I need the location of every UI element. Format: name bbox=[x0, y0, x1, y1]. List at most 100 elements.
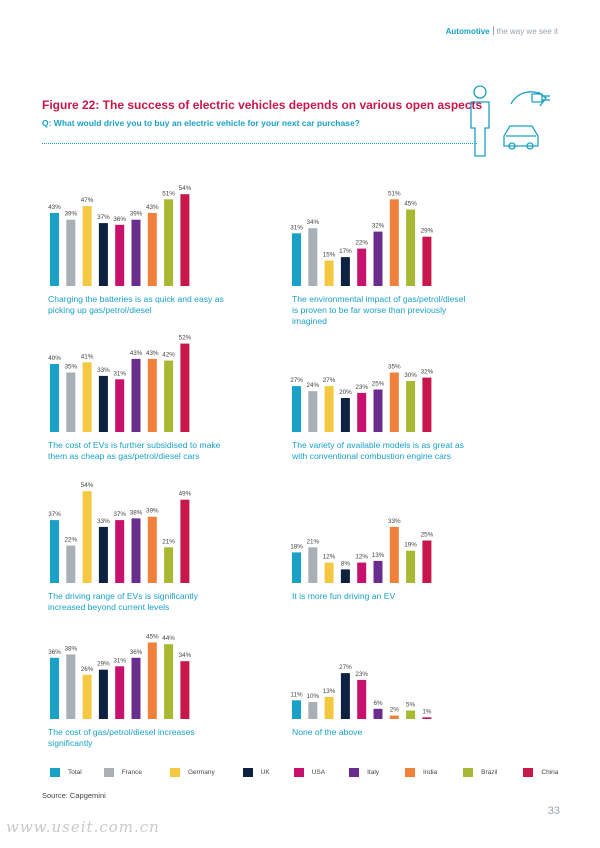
bar-uk bbox=[340, 569, 350, 583]
data-label: 13% bbox=[372, 552, 385, 559]
data-label: 1% bbox=[422, 708, 432, 715]
bar-germany bbox=[82, 362, 92, 432]
bar-italy bbox=[373, 708, 383, 719]
legend-item: Italy bbox=[349, 768, 379, 777]
data-label: 43% bbox=[146, 350, 159, 357]
data-label: 49% bbox=[179, 491, 192, 498]
legend-swatch bbox=[103, 768, 114, 777]
data-label: 6% bbox=[373, 700, 383, 707]
data-label: 12% bbox=[355, 554, 368, 561]
bar-italy bbox=[131, 219, 141, 286]
data-label: 34% bbox=[179, 652, 192, 659]
bar-chart: 11% 10% 13% 27%23% 6% 2% 5% 1% bbox=[290, 664, 432, 719]
bar-italy bbox=[373, 389, 383, 432]
bar-china bbox=[180, 499, 190, 583]
data-label: 54% bbox=[179, 185, 192, 192]
bar-usa bbox=[357, 679, 367, 719]
data-label: 32% bbox=[421, 369, 434, 376]
data-label: 31% bbox=[113, 370, 126, 377]
chart-caption: The driving range of EVs is significantl… bbox=[48, 591, 198, 612]
data-label: 27% bbox=[339, 664, 352, 671]
data-label: 17% bbox=[339, 248, 352, 255]
bar-italy bbox=[131, 657, 141, 719]
bar-total bbox=[50, 212, 59, 286]
data-label: 43% bbox=[130, 350, 143, 357]
bar-chart: 18%21% 12% 8% 12% 13% 33% 19% 25% bbox=[290, 518, 434, 583]
chart-caption: Charging the batteries is as quick and e… bbox=[48, 294, 224, 315]
bar-usa bbox=[115, 224, 125, 286]
bar-uk bbox=[340, 398, 350, 432]
bar-usa bbox=[357, 248, 367, 286]
data-label: 44% bbox=[162, 635, 175, 642]
bar-chart: 36% 38%26%29% 31%36%45% 44%34% bbox=[48, 634, 192, 719]
chart-legend: Total France Germany UK USA Italy India Brazil C… bbox=[50, 768, 558, 777]
data-label: 11% bbox=[290, 691, 303, 698]
legend-label: France bbox=[121, 769, 142, 776]
data-label: 47% bbox=[81, 197, 94, 204]
data-label: 23% bbox=[355, 384, 368, 391]
data-label: 24% bbox=[306, 382, 319, 389]
legend-label: India bbox=[423, 769, 438, 776]
bar-italy bbox=[131, 358, 141, 432]
data-label: 26% bbox=[81, 666, 94, 673]
data-label: 34% bbox=[306, 219, 319, 226]
chart-caption: The variety of available models is as gr… bbox=[292, 440, 464, 461]
data-label: 25% bbox=[421, 532, 434, 539]
bar-germany bbox=[324, 562, 334, 583]
data-label: 12% bbox=[323, 554, 336, 561]
header-tagline: the way we see it bbox=[496, 27, 558, 36]
data-label: 22% bbox=[64, 537, 77, 544]
data-label: 15% bbox=[323, 252, 336, 259]
data-label: 25% bbox=[372, 381, 385, 388]
data-label: 39% bbox=[130, 211, 143, 218]
source-note: Source: Capgemini bbox=[42, 791, 106, 800]
bar-france bbox=[308, 228, 318, 286]
data-label: 37% bbox=[113, 511, 126, 518]
data-label: 51% bbox=[388, 190, 401, 197]
data-label: 20% bbox=[339, 389, 352, 396]
bar-india bbox=[147, 358, 157, 432]
data-label: 31% bbox=[290, 224, 303, 231]
bar-germany bbox=[324, 696, 334, 719]
bar-india bbox=[389, 372, 399, 432]
chart-caption: None of the above bbox=[292, 727, 363, 737]
bar-germany bbox=[324, 386, 334, 432]
data-label: 42% bbox=[162, 352, 175, 359]
ev-illustration bbox=[470, 85, 550, 157]
bar-uk bbox=[98, 223, 108, 286]
data-label: 21% bbox=[306, 538, 319, 545]
data-label: 5% bbox=[406, 702, 416, 709]
ev-plug-car-icon bbox=[503, 91, 550, 150]
bar-india bbox=[389, 526, 399, 583]
data-label: 13% bbox=[323, 688, 336, 695]
data-label: 19% bbox=[404, 542, 417, 549]
data-label: 35% bbox=[388, 364, 401, 371]
watermark: www.useit.com.cn bbox=[6, 818, 160, 836]
data-label: 38% bbox=[130, 509, 143, 516]
chart-caption: The environmental impact of gas/petrol/d… bbox=[292, 294, 466, 326]
legend-label: Italy bbox=[367, 769, 380, 776]
bar-chart: 27%24%27%20%23% 25%35%30% 32% bbox=[290, 364, 434, 432]
legend-item: India bbox=[405, 768, 437, 777]
header-divider bbox=[492, 26, 494, 35]
chart-caption: It is more fun driving an EV bbox=[292, 591, 396, 601]
data-label: 54% bbox=[81, 482, 94, 489]
bar-brazil bbox=[406, 381, 416, 432]
bar-usa bbox=[115, 379, 125, 432]
bar-india bbox=[147, 642, 157, 719]
bar-france bbox=[308, 391, 318, 432]
bar-germany bbox=[82, 674, 92, 719]
legend-label: Brazil bbox=[481, 769, 498, 776]
data-label: 35% bbox=[64, 364, 77, 371]
legend-item: Total bbox=[50, 768, 82, 777]
bar-total bbox=[292, 233, 301, 286]
legend-item: China bbox=[523, 768, 558, 777]
bar-chart: 40%35%41%33% 31%43% 43% 42%52% bbox=[48, 335, 192, 432]
bar-germany bbox=[324, 260, 334, 286]
data-label: 40% bbox=[48, 355, 61, 362]
bar-france bbox=[308, 702, 318, 719]
bar-brazil bbox=[164, 547, 174, 583]
bar-india bbox=[147, 516, 157, 583]
legend-item: USA bbox=[293, 768, 325, 777]
